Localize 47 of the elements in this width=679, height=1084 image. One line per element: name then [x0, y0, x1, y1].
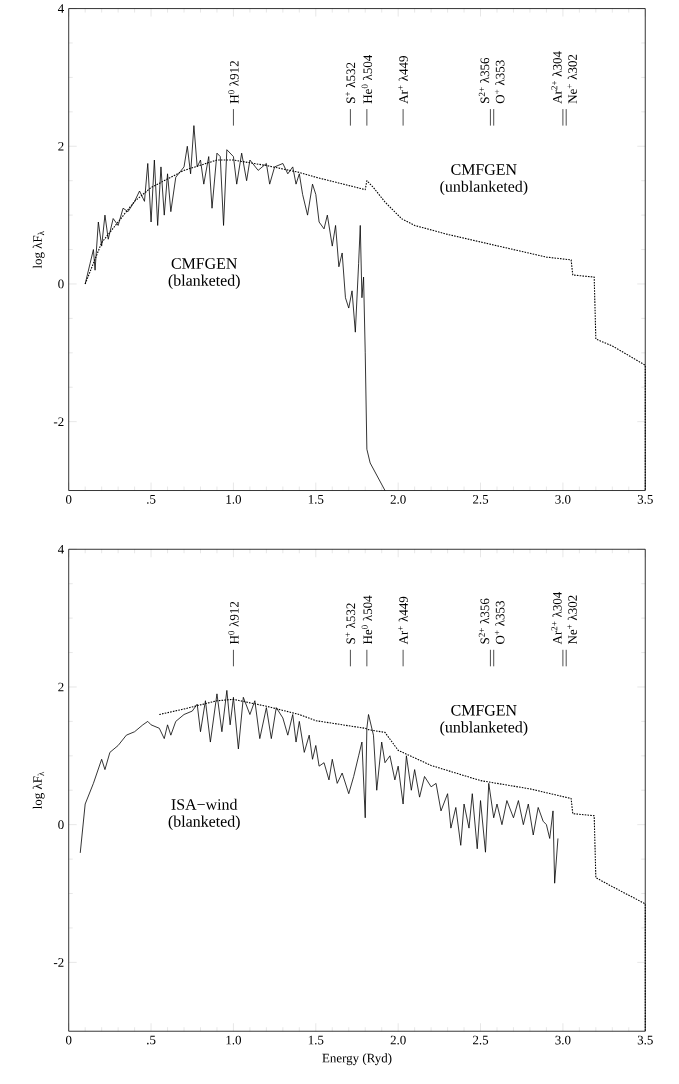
x-tick-label: 0: [65, 1035, 72, 1045]
ref-line-label: Ar$^{+}$ λ449: [398, 56, 408, 104]
x-tick-label: 0: [65, 495, 72, 504]
ref-line-label: O$^{+}$ λ353: [494, 601, 505, 644]
x-tick-label: 1.0: [226, 1035, 241, 1045]
ref-line-label: He$^{0}$ λ504: [361, 54, 373, 104]
ref-line-label: Ar$^{2+}$ λ304: [551, 51, 562, 104]
annotation: CMFGEN (unblanketed): [440, 704, 528, 736]
y-axis-title: log λF$_{λ}$: [32, 231, 45, 269]
x-tick-label: 1.0: [226, 495, 241, 504]
y-tick-label: 2: [58, 682, 64, 692]
ref-line-label: H$^{0}$ λ912: [228, 601, 239, 645]
ref-line-label: S$^{2+}$ λ356: [478, 57, 490, 103]
ref-line-label: H$^{0}$ λ912: [228, 61, 239, 104]
x-axis-title: Energy (Ryd): [322, 1053, 392, 1066]
x-tick-label: 1.5: [308, 1035, 324, 1045]
y-tick-label: 2: [58, 141, 64, 151]
x-tick-label: 3.5: [637, 495, 653, 504]
x-tick-label: 2.5: [472, 1035, 489, 1045]
ref-line-label: S$^{2+}$ λ356: [478, 598, 490, 644]
y-tick-label: 0: [58, 279, 64, 289]
y-axis-title: log λF$_{λ}$: [32, 771, 45, 810]
annotation: ISA−wind (blanketed): [168, 798, 240, 831]
ref-line-label: S$^{+}$ λ532: [345, 62, 356, 103]
ref-line-label: Ar$^{2+}$ λ304: [551, 591, 562, 645]
y-tick-label: -2: [53, 958, 64, 967]
annotation: CMFGEN (blanketed): [168, 258, 240, 290]
x-tick-label: 1.5: [308, 495, 324, 504]
x-tick-label: 3.5: [637, 1035, 653, 1045]
annotation: CMFGEN (unblanketed): [440, 164, 528, 196]
x-tick-label: 2.5: [472, 495, 489, 504]
x-tick-label: 2.0: [390, 1035, 406, 1045]
ref-line-label: O$^{+}$ λ353: [494, 60, 505, 104]
ref-line-label: Ar$^{+}$ λ449: [398, 596, 408, 645]
y-tick-label: -2: [53, 417, 64, 426]
ref-line-label: He$^{0}$ λ504: [361, 595, 373, 645]
x-tick-label: .5: [147, 495, 156, 504]
x-tick-label: .5: [147, 1035, 156, 1045]
ref-line-label: Ne$^{+}$ λ302: [567, 54, 577, 104]
x-tick-label: 3.0: [555, 1035, 571, 1045]
ref-line-label: Ne$^{+}$ λ302: [567, 595, 577, 645]
ref-line-label: S$^{+}$ λ532: [345, 603, 356, 644]
x-tick-label: 3.0: [555, 495, 571, 504]
y-tick-label: 0: [58, 820, 64, 830]
y-tick-label: 4: [57, 545, 64, 554]
x-tick-label: 2.0: [390, 495, 406, 504]
y-tick-label: 4: [57, 4, 64, 13]
